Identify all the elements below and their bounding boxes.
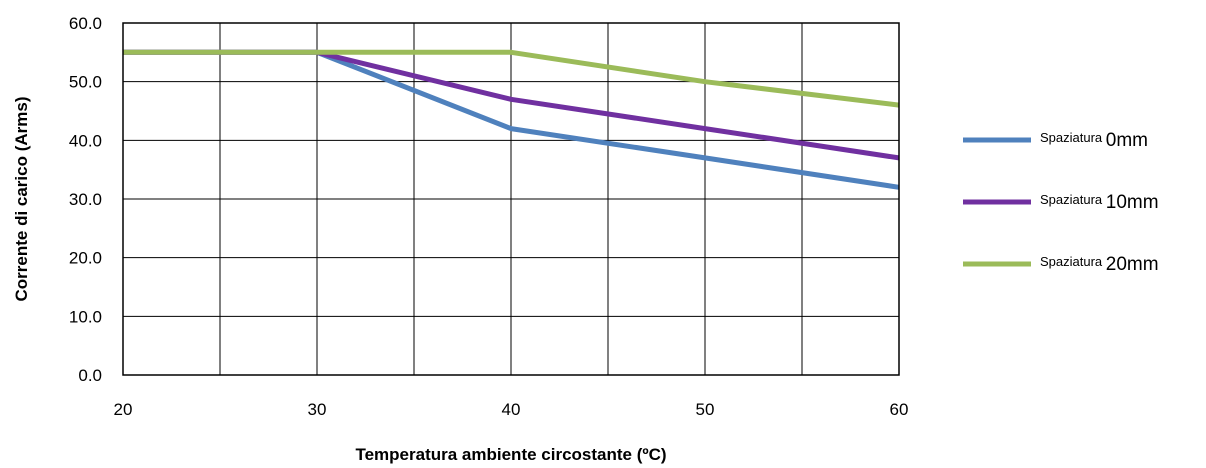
x-tick-label: 20: [114, 400, 133, 419]
legend-label: Spaziatura 0mm: [1040, 130, 1148, 151]
x-tick-label: 30: [308, 400, 327, 419]
y-tick-label: 60.0: [69, 14, 102, 33]
y-tick-label: 50.0: [69, 73, 102, 92]
series-line-20mm: [123, 49, 900, 108]
grid: [123, 23, 899, 375]
y-tick-label: 0.0: [78, 366, 102, 385]
y-tick-label: 20.0: [69, 249, 102, 268]
legend: Spaziatura 0mm Spaziatura 10mm Spaziatura …: [963, 130, 1159, 275]
y-tick-label: 30.0: [69, 190, 102, 209]
y-axis-title: Corrente di carico (Arms): [12, 97, 31, 302]
y-tick-label: 10.0: [69, 307, 102, 326]
y-tick-label: 40.0: [69, 131, 102, 150]
legend-label: Spaziatura 20mm: [1040, 254, 1159, 275]
y-tick-labels: 0.0 10.0 20.0 30.0 40.0 50.0 60.0: [69, 14, 102, 385]
x-axis-title: Temperatura ambiente circostante (ºC): [355, 445, 666, 464]
x-tick-label: 50: [696, 400, 715, 419]
x-tick-label: 60: [890, 400, 909, 419]
x-tick-labels: 20 30 40 50 60: [114, 400, 909, 419]
series-lines: [123, 49, 900, 190]
x-tick-label: 40: [502, 400, 521, 419]
legend-label: Spaziatura 10mm: [1040, 192, 1159, 213]
plot-frame: [122, 22, 900, 376]
